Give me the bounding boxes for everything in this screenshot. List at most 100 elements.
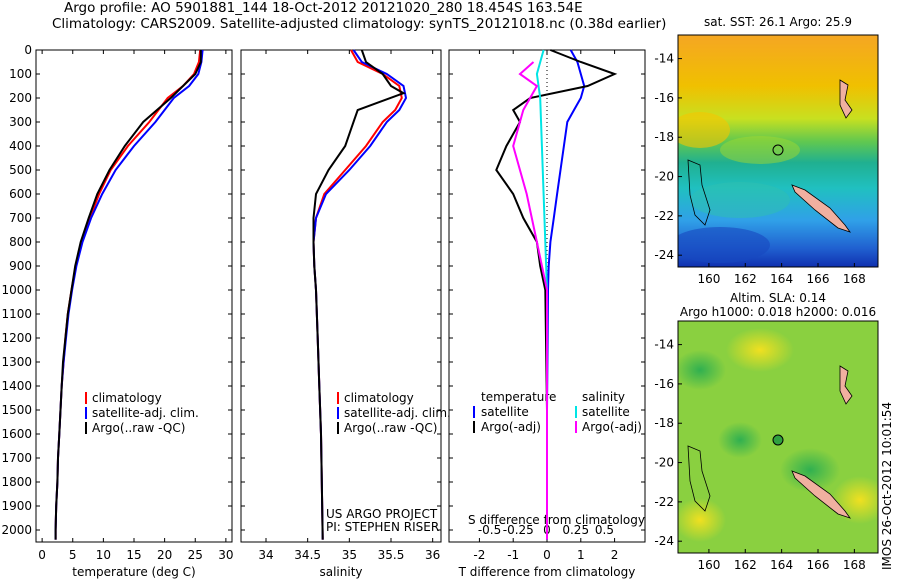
x-tick-label: 25 xyxy=(188,548,203,562)
legend-label-t-satellite: satellite xyxy=(481,405,529,419)
sla-map-title-line1: Altim. SLA: 0.14 xyxy=(730,291,826,305)
series-line xyxy=(512,61,548,540)
map-x-tick-label: 164 xyxy=(770,272,793,286)
x-tick-label: 0 xyxy=(38,548,46,562)
depth-tick-label: 900 xyxy=(9,259,32,273)
x-tick-label: -1 xyxy=(507,548,519,562)
legend-temperature-heading: temperature xyxy=(481,390,556,404)
x-tick-label: 1 xyxy=(577,548,585,562)
map-y-tick-label: -24 xyxy=(654,534,674,548)
s-tick-label: -0.5 xyxy=(478,523,501,537)
depth-tick-label: 1600 xyxy=(1,427,32,441)
depth-tick-label: 500 xyxy=(9,163,32,177)
map-x-tick-label: 160 xyxy=(697,272,720,286)
legend-label-climatology: climatology xyxy=(92,391,162,405)
sst-map xyxy=(678,35,878,267)
salinity-panel-frame xyxy=(240,49,442,543)
legend-label-s-satellite: satellite xyxy=(582,405,630,419)
depth-tick-label: 700 xyxy=(9,211,32,225)
depth-tick-label: 1800 xyxy=(1,475,32,489)
map-x-tick-label: 168 xyxy=(843,558,866,572)
argo-float-marker xyxy=(772,434,784,446)
x-tick-label: 35 xyxy=(342,548,357,562)
x-tick-label: 20 xyxy=(157,548,172,562)
s-difference-axis-label: S difference from climatology xyxy=(468,513,645,527)
map-x-tick-label: 166 xyxy=(807,558,830,572)
depth-tick-label: 1200 xyxy=(1,331,32,345)
project-annotation: US ARGO PROJECT xyxy=(326,507,438,521)
argo-float-marker xyxy=(772,144,784,156)
depth-tick-label: 600 xyxy=(9,187,32,201)
legend-salinity-heading: salinity xyxy=(582,390,625,404)
figure-title-line1: Argo profile: AO 5901881_144 18-Oct-2012… xyxy=(64,0,583,16)
depth-tick-label: 0 xyxy=(24,43,32,57)
x-tick-label: 5 xyxy=(69,548,77,562)
x-tick-label: 2 xyxy=(611,548,619,562)
fiji-coast-outline xyxy=(687,159,711,226)
s-tick-label: 0.5 xyxy=(595,523,614,537)
map-x-tick-label: 162 xyxy=(734,558,757,572)
legend-label-argo: Argo(..raw -QC) xyxy=(344,421,437,435)
series-line xyxy=(546,49,586,540)
x-tick-label: 34.5 xyxy=(294,548,321,562)
fiji-coast-outline xyxy=(687,445,711,512)
x-tick-label: 35.5 xyxy=(378,548,405,562)
depth-tick-label: 400 xyxy=(9,139,32,153)
legend-label-s-argo: Argo(-adj) xyxy=(582,420,642,434)
x-tick-label: 0 xyxy=(543,548,551,562)
depth-tick-label: 2000 xyxy=(1,523,32,537)
pi-annotation: PI: STEPHEN RISER xyxy=(326,520,439,534)
map-y-tick-label: -18 xyxy=(654,416,674,430)
map-y-tick-label: -16 xyxy=(654,377,674,391)
depth-tick-label: 200 xyxy=(9,91,32,105)
map-y-tick-label: -24 xyxy=(654,248,674,262)
sla-map-frame xyxy=(677,320,879,554)
temperature-axis-label: temperature (deg C) xyxy=(72,565,195,579)
series-line xyxy=(312,49,408,540)
s-tick-label: 0.25 xyxy=(562,523,589,537)
x-tick-label: 15 xyxy=(126,548,141,562)
new-caledonia-island xyxy=(791,470,852,519)
temperature-legend: climatology satellite-adj. clim. Argo(..… xyxy=(85,391,199,435)
salinity-legend: climatology satellite-adj. clim. Argo(..… xyxy=(326,391,451,534)
temperature-panel-frame xyxy=(35,49,233,543)
map-y-tick-label: -20 xyxy=(654,456,674,470)
sla-map xyxy=(678,321,878,553)
depth-tick-label: 1100 xyxy=(1,307,32,321)
sst-map-frame xyxy=(677,34,879,268)
s-tick-label: -0.25 xyxy=(503,523,534,537)
x-tick-label: -2 xyxy=(473,548,485,562)
series-line xyxy=(312,49,403,540)
x-tick-label: 36 xyxy=(425,548,440,562)
map-y-tick-label: -14 xyxy=(654,52,674,66)
series-line xyxy=(54,49,204,540)
depth-tick-label: 1400 xyxy=(1,379,32,393)
depth-tick-label: 1000 xyxy=(1,283,32,297)
map-x-tick-label: 160 xyxy=(697,558,720,572)
depth-tick-label: 300 xyxy=(9,115,32,129)
series-line xyxy=(495,49,618,540)
series-line xyxy=(535,49,548,540)
map-x-tick-label: 168 xyxy=(843,272,866,286)
map-y-tick-label: -14 xyxy=(654,338,674,352)
legend-label-t-argo: Argo(-adj) xyxy=(481,420,541,434)
vanuatu-island xyxy=(839,365,853,405)
map-x-tick-label: 164 xyxy=(770,558,793,572)
depth-tick-label: 100 xyxy=(9,67,32,81)
vanuatu-island xyxy=(839,79,853,119)
map-y-tick-label: -20 xyxy=(654,170,674,184)
sla-map-title-line2: Argo h1000: 0.018 h2000: 0.016 xyxy=(680,305,876,319)
salinity-axis-label: salinity xyxy=(319,565,362,579)
depth-tick-label: 1700 xyxy=(1,451,32,465)
sst-map-title: sat. SST: 26.1 Argo: 25.9 xyxy=(704,15,852,29)
depth-tick-label: 1500 xyxy=(1,403,32,417)
t-difference-axis-label: T difference from climatology xyxy=(458,565,636,579)
legend-label-climatology: climatology xyxy=(344,391,414,405)
chart-marks: 0 5 10 15 20 25 300100200300400500600700800900… xyxy=(1,43,865,572)
map-y-tick-label: -22 xyxy=(654,209,674,223)
legend-label-satellite: satellite-adj. clim. xyxy=(92,406,199,420)
depth-tick-label: 800 xyxy=(9,235,32,249)
x-tick-label: 30 xyxy=(218,548,233,562)
legend-label-argo: Argo(..raw -QC) xyxy=(92,421,185,435)
